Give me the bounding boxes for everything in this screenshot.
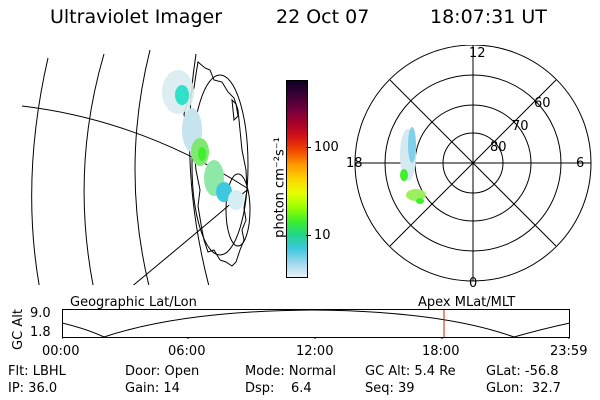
header-date: 22 Oct 07 bbox=[276, 6, 370, 28]
lat-label-70: 70 bbox=[512, 119, 529, 134]
coastline bbox=[231, 98, 239, 122]
timeline-plot bbox=[62, 309, 570, 339]
terminator-ellipse bbox=[191, 74, 249, 256]
timeline-x-tick: 00:00 bbox=[42, 344, 80, 359]
mlt-label-18: 18 bbox=[346, 156, 363, 171]
geographic-image-panel bbox=[21, 49, 251, 285]
mlt-label-12: 12 bbox=[469, 46, 486, 61]
info-door: Door: Open bbox=[125, 364, 200, 379]
longitude-line bbox=[134, 49, 151, 285]
info-gain: Gain: 14 bbox=[125, 381, 180, 396]
timeline-left-title: Geographic Lat/Lon bbox=[70, 295, 197, 310]
colorbar-tick-mark bbox=[306, 147, 311, 148]
timeline-x-tick: 18:00 bbox=[422, 344, 460, 359]
timeline-x-tick: 06:00 bbox=[168, 344, 206, 359]
colorbar-unit-label: photon cm⁻²s⁻¹ bbox=[272, 137, 288, 238]
timeline-x-tick: 23:59 bbox=[550, 344, 588, 359]
timeline-y-tick: 9.0 bbox=[30, 306, 51, 321]
longitude-line bbox=[31, 57, 49, 285]
info-glat: GLat: -56.8 bbox=[486, 364, 559, 379]
colorbar-tick-10: 10 bbox=[314, 228, 331, 243]
timeline-frame bbox=[62, 309, 570, 338]
polar-aurora bbox=[400, 127, 426, 204]
timeline-y-tick: 1.8 bbox=[30, 325, 51, 340]
terminator-ellipse bbox=[225, 173, 251, 247]
info-mode: Mode: Normal bbox=[245, 364, 336, 379]
info-gcalt: GC Alt: 5.4 Re bbox=[365, 364, 456, 379]
info-seq: Seq: 39 bbox=[365, 381, 415, 396]
timeline-right-title: Apex MLat/MLT bbox=[418, 295, 516, 310]
timeline-x-tick: 12:00 bbox=[296, 344, 334, 359]
timeline-y-axis-label: GC Alt bbox=[10, 309, 26, 350]
colorbar bbox=[286, 80, 308, 278]
colorbar-tick-100: 100 bbox=[314, 140, 339, 155]
lat-label-80: 80 bbox=[490, 140, 507, 155]
info-flt: Flt: LBHL bbox=[8, 364, 66, 379]
info-dsp: Dsp: 6.4 bbox=[245, 381, 312, 396]
colorbar-gradient bbox=[287, 81, 307, 277]
header-time: 18:07:31 UT bbox=[430, 6, 547, 28]
longitude-line bbox=[83, 53, 105, 285]
app-title: Ultraviolet Imager bbox=[50, 6, 223, 28]
lat-label-60: 60 bbox=[534, 96, 551, 111]
mlt-label-0: 0 bbox=[469, 276, 478, 291]
altitude-curve bbox=[62, 309, 570, 338]
polar-plot bbox=[354, 45, 592, 282]
colorbar-tick-mark bbox=[306, 235, 311, 236]
info-glon: GLon: 32.7 bbox=[486, 381, 561, 396]
mlt-label-6: 6 bbox=[576, 156, 585, 171]
aurora-emission bbox=[162, 70, 244, 210]
polar-spoke bbox=[389, 79, 557, 247]
info-ip: IP: 36.0 bbox=[8, 381, 58, 396]
